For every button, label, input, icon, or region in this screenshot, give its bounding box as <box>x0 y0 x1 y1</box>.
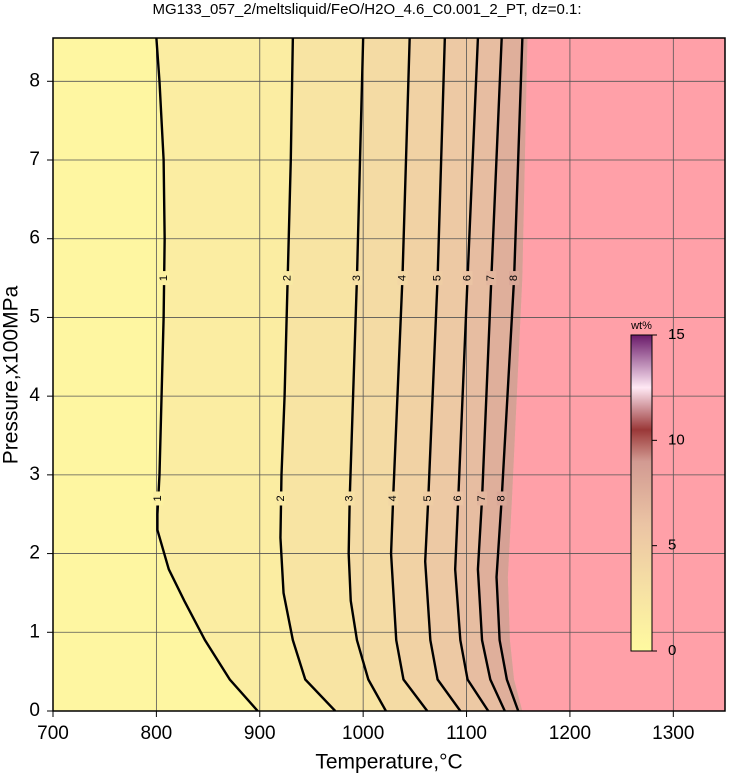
contour-label-bg <box>388 491 399 506</box>
colorbar <box>630 334 653 652</box>
contour-label: 5 <box>422 495 434 501</box>
y-axis-label: Pressure,x100MPa <box>0 285 23 464</box>
y-tick-label: 3 <box>29 464 40 485</box>
contour-label: 7 <box>485 275 497 281</box>
x-tick-label: 1000 <box>342 723 384 744</box>
contour-label-bg <box>432 271 443 286</box>
y-tick-label: 4 <box>29 385 40 406</box>
contour-label: 4 <box>396 275 408 281</box>
contour-label: 4 <box>387 495 399 501</box>
contour-label-bg <box>423 491 434 506</box>
contour-label-bg <box>477 491 488 506</box>
region <box>507 38 725 711</box>
contour-label: 2 <box>282 275 294 281</box>
contour-label: 1 <box>158 275 170 281</box>
contour-label: 3 <box>351 275 363 281</box>
chart-title: MG133_057_2/meltsliquid/FeO/H2O_4.6_C0.0… <box>152 1 581 18</box>
contour-label: 3 <box>344 495 356 501</box>
y-tick-label: 0 <box>29 700 40 721</box>
x-tick-label: 900 <box>244 723 276 744</box>
contour-label: 6 <box>461 275 473 281</box>
plot-frame <box>52 37 726 712</box>
contour-label-bg <box>462 271 473 286</box>
x-tick-label: 800 <box>141 723 173 744</box>
y-tick-label: 8 <box>29 70 40 91</box>
contour-label-bg <box>453 491 464 506</box>
contour-label-bg <box>397 271 408 286</box>
contour-label-bg <box>496 491 507 506</box>
y-tick-label: 1 <box>29 621 40 642</box>
y-tick-label: 2 <box>29 543 40 564</box>
x-tick-label: 1300 <box>652 723 694 744</box>
contour-label-bg <box>486 271 497 286</box>
colorbar-tick-label: 5 <box>668 537 676 554</box>
contour-line <box>279 38 337 711</box>
colorbar-label: wt% <box>630 320 652 332</box>
contour-label: 6 <box>452 495 464 501</box>
x-tick-label: 1100 <box>446 723 487 744</box>
contour-label-bg <box>159 271 170 286</box>
y-tick-label: 7 <box>29 149 40 170</box>
contour-label: 2 <box>275 495 287 501</box>
x-tick-label: 1200 <box>549 723 591 744</box>
contour-line <box>347 38 387 711</box>
plot-area: 1 1 2 2 3 3 4 4 5 5 6 6 7 7 8 8 <box>53 38 725 711</box>
y-tick-label: 5 <box>29 306 40 327</box>
colorbar-tick-label: 10 <box>668 431 685 448</box>
contour-label: 5 <box>431 275 443 281</box>
x-tick-label: 700 <box>37 723 69 744</box>
contour-label-bg <box>153 491 164 506</box>
contour-label: 1 <box>152 495 164 501</box>
contour-label-bg <box>351 271 362 286</box>
contour-label-bg <box>509 271 520 286</box>
contour-label: 8 <box>496 495 508 501</box>
contour-label-bg <box>282 271 293 286</box>
contour-label: 8 <box>508 275 520 281</box>
contour-label-bg <box>344 491 355 506</box>
colorbar-tick-label: 0 <box>668 642 676 659</box>
contour-label: 7 <box>476 495 488 501</box>
x-axis-label: Temperature,°C <box>315 751 462 774</box>
colorbar-tick-label: 15 <box>668 326 685 343</box>
y-tick-label: 6 <box>29 228 40 249</box>
contour-label-bg <box>276 491 287 506</box>
